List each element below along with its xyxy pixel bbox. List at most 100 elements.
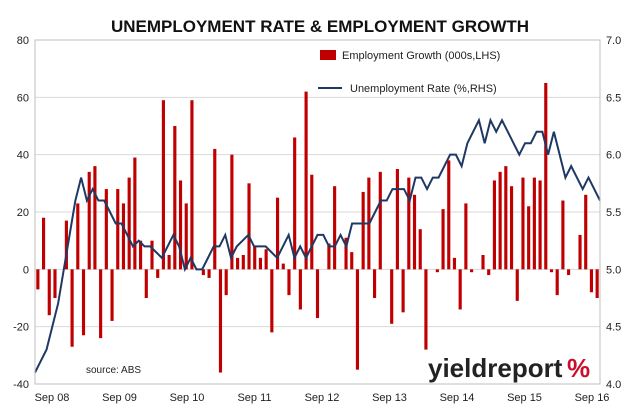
left-tick-label: 60 xyxy=(17,92,29,104)
employment-bar xyxy=(275,197,280,270)
legend-unemployment-label: Unemployment Rate (%,RHS) xyxy=(350,83,497,95)
employment-bar xyxy=(310,174,314,270)
employment-bar xyxy=(133,157,137,270)
x-tick-label: Sep 14 xyxy=(440,392,475,404)
x-tick-label: Sep 08 xyxy=(35,392,70,404)
employment-bar xyxy=(190,100,194,270)
employment-bar xyxy=(47,269,51,316)
employment-bar xyxy=(236,257,240,270)
employment-bar xyxy=(241,255,245,270)
employment-bar xyxy=(589,269,594,293)
employment-bar xyxy=(441,209,445,270)
x-tick-label: Sep 16 xyxy=(575,392,610,404)
employment-bar xyxy=(515,269,519,301)
employment-bar xyxy=(64,220,68,270)
employment-bar xyxy=(561,200,565,270)
employment-bar xyxy=(87,171,91,270)
employment-bar xyxy=(36,269,40,290)
employment-bar xyxy=(555,269,559,296)
employment-bar xyxy=(418,229,422,270)
employment-bar xyxy=(447,160,451,270)
left-tick-label: 0 xyxy=(23,264,29,276)
employment-bar xyxy=(247,183,251,270)
left-tick-label: 20 xyxy=(17,207,29,219)
employment-bar xyxy=(498,171,502,270)
employment-bar xyxy=(315,269,320,319)
employment-bar xyxy=(184,203,188,270)
employment-bar xyxy=(538,180,542,270)
employment-bar xyxy=(327,243,331,270)
right-tick-label: 4.0 xyxy=(606,379,621,391)
employment-bar xyxy=(355,269,360,370)
right-axis-ticks: 7.0 6.5 6.0 5.5 5.0 4.5 4.0 xyxy=(606,35,621,391)
employment-bar xyxy=(487,269,491,276)
employment-bar xyxy=(116,189,120,270)
employment-bar xyxy=(287,269,291,296)
employment-bar xyxy=(509,186,514,270)
employment-bar xyxy=(532,177,536,270)
employment-bar xyxy=(213,148,217,270)
employment-bar xyxy=(156,269,160,278)
employment-bar xyxy=(361,191,365,270)
employment-bar xyxy=(527,206,531,270)
right-tick-label: 6.5 xyxy=(606,92,621,104)
employment-bar xyxy=(224,269,228,296)
employment-bar xyxy=(230,154,234,270)
left-tick-label: 80 xyxy=(17,35,29,47)
employment-bar xyxy=(161,100,165,270)
employment-bar xyxy=(53,269,57,298)
employment-bar xyxy=(435,269,439,273)
employment-bar xyxy=(567,269,571,276)
employment-bar xyxy=(549,269,554,273)
employment-bar xyxy=(395,169,399,270)
employment-bar xyxy=(544,83,548,270)
employment-bar xyxy=(464,203,468,270)
legend-employment-label: Employment Growth (000s,LHS) xyxy=(342,50,500,62)
employment-bar xyxy=(70,269,74,347)
employment-bar xyxy=(201,269,205,276)
employment-bar xyxy=(344,237,348,270)
employment-bar xyxy=(258,257,262,270)
employment-bar xyxy=(492,180,496,270)
legend: Employment Growth (000s,LHS) Unemploymen… xyxy=(318,50,500,95)
right-tick-label: 7.0 xyxy=(606,35,621,47)
employment-bar xyxy=(99,269,103,339)
employment-bar xyxy=(127,177,131,270)
employment-bar xyxy=(333,186,337,270)
employment-bar xyxy=(139,240,143,270)
employment-bar xyxy=(264,249,268,270)
employment-bar xyxy=(81,269,86,336)
left-tick-label: 40 xyxy=(17,150,29,162)
employment-bar xyxy=(504,166,508,270)
yieldreport-logo: yieldreport % xyxy=(428,353,590,383)
employment-bar xyxy=(412,194,417,270)
logo-percent: % xyxy=(567,353,590,383)
employment-bar xyxy=(401,269,405,313)
employment-bar xyxy=(207,269,211,278)
legend-bar-swatch xyxy=(320,50,336,60)
employment-bars xyxy=(36,83,599,373)
employment-bar xyxy=(41,217,46,270)
employment-bar xyxy=(144,269,148,298)
x-axis-ticks: Sep 08 Sep 09 Sep 10 Sep 11 Sep 12 Sep 13 Sep … xyxy=(35,392,610,404)
plot-frame xyxy=(34,39,601,385)
employment-bar xyxy=(470,269,474,273)
employment-bar xyxy=(218,269,223,373)
unemployment-rate-line xyxy=(34,117,601,373)
employment-bar xyxy=(178,180,183,270)
chart-title: UNEMPLOYMENT RATE & EMPLOYMENT GROWTH xyxy=(111,17,529,36)
employment-bar xyxy=(373,269,377,298)
employment-bar xyxy=(458,269,462,310)
employment-bar xyxy=(104,189,108,270)
gridlines xyxy=(35,39,600,385)
employment-bar xyxy=(304,91,308,270)
left-axis-ticks: 80 60 40 20 0 -20 -40 xyxy=(13,35,29,391)
employment-bar xyxy=(424,269,428,350)
x-tick-label: Sep 15 xyxy=(507,392,542,404)
employment-bar xyxy=(407,177,411,270)
employment-bar xyxy=(110,269,114,321)
employment-bar xyxy=(293,137,297,270)
employment-bar xyxy=(121,203,126,270)
employment-bar xyxy=(521,177,525,270)
